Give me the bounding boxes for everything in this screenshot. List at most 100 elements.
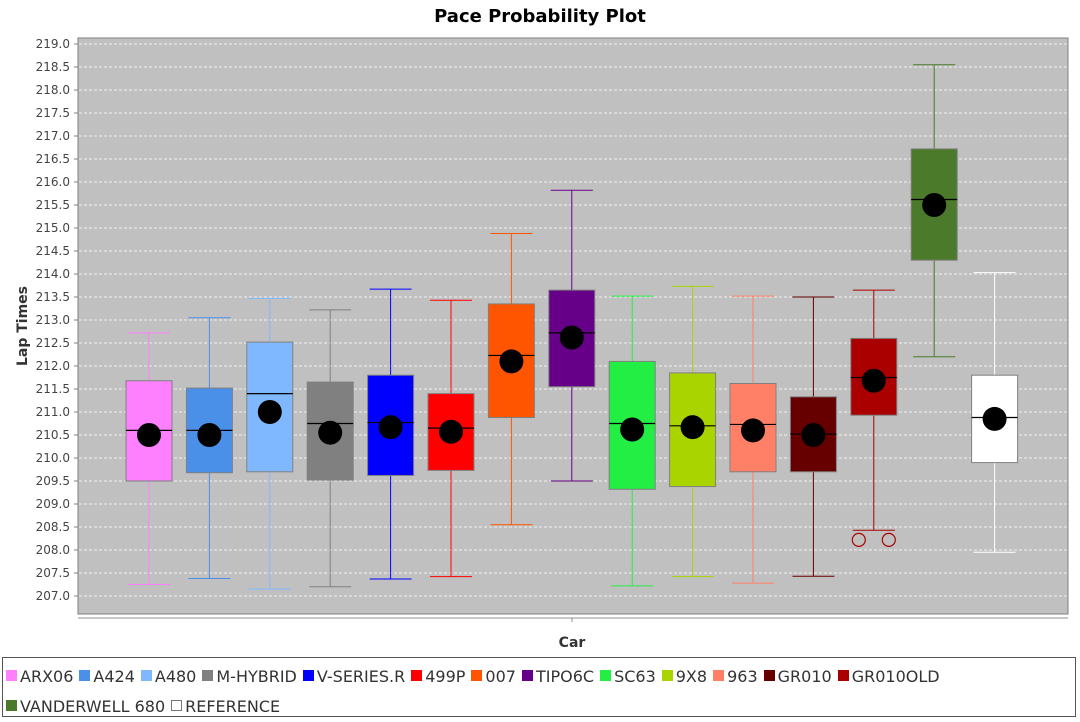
legend-swatch (171, 700, 183, 711)
legend-item: 963 (713, 662, 758, 692)
legend-label: SC63 (614, 667, 656, 686)
x-axis-label: Car (559, 635, 586, 650)
legend-item: 9X8 (661, 662, 708, 692)
y-tick-label: 213.0 (36, 313, 70, 327)
y-tick-label: 217.5 (36, 106, 70, 120)
y-axis: 219.0 218.5 218.0 217.5 217.0 216.5 216.0 215.5… (36, 37, 78, 603)
y-tick-label: 214.0 (36, 267, 70, 281)
box-a424 (185, 317, 233, 580)
legend-swatch (202, 670, 214, 681)
legend-item: SC63 (600, 662, 656, 692)
legend-label: V-SERIES.R (316, 667, 406, 686)
y-tick-label: 211.0 (36, 405, 70, 419)
legend-label: GR010 (777, 667, 832, 686)
y-axis-label: Lap Times (15, 286, 31, 366)
y-tick-label: 207.5 (36, 566, 70, 580)
outlier-marker (851, 532, 866, 547)
box-tipo6c (548, 189, 596, 482)
legend-swatch (600, 670, 612, 681)
legend-swatch (521, 670, 533, 681)
legend-swatch (140, 670, 152, 681)
mean-marker (439, 419, 463, 444)
mean-marker (318, 420, 343, 445)
legend-label: 007 (485, 667, 516, 686)
box-499p (427, 299, 475, 578)
box-reference (971, 272, 1019, 553)
y-tick-label: 213.5 (36, 290, 70, 304)
legend-swatch (6, 670, 17, 681)
y-tick-label: 216.0 (36, 175, 70, 189)
outlier-marker (881, 532, 896, 547)
legend-swatch (837, 670, 849, 681)
box-9x8 (669, 285, 717, 578)
mean-marker (378, 415, 403, 440)
legend-item: V-SERIES.R (302, 662, 406, 692)
box-v-series-r (367, 288, 415, 580)
mean-marker (922, 193, 947, 217)
box-vanderwell-680 (910, 64, 958, 358)
y-tick-label: 216.5 (36, 152, 70, 166)
y-tick-label: 217.0 (36, 129, 70, 143)
y-tick-label: 210.5 (36, 428, 70, 442)
y-tick-label: 209.5 (36, 474, 70, 488)
box-963 (729, 295, 777, 584)
box-007 (487, 233, 535, 526)
y-tick-label: 207.0 (36, 589, 70, 603)
y-tick-label: 215.5 (36, 198, 70, 212)
box-plot-chart: Pace Probability Plot 219.0 218.5 218.0 217… (15, 6, 1069, 650)
y-tick-label: 218.5 (36, 60, 70, 74)
legend-item: REFERENCE (171, 692, 280, 722)
y-tick-label: 210.0 (36, 451, 70, 465)
mean-marker (741, 418, 765, 443)
mean-marker (559, 325, 584, 350)
mean-marker (801, 423, 826, 447)
mean-marker (861, 368, 886, 393)
legend-label: GR010OLD (851, 667, 940, 686)
mean-marker (620, 417, 645, 442)
legend-label: ARX06 (20, 667, 74, 686)
legend-label: REFERENCE (185, 697, 281, 716)
legend-label: 499P (425, 667, 466, 686)
legend-item: A480 (140, 662, 197, 692)
legend-item: VANDERWELL 680 (6, 692, 165, 722)
box-m-hybrid (306, 309, 354, 588)
legend-label: 9X8 (675, 667, 708, 686)
y-tick-label: 209.0 (36, 497, 70, 511)
y-tick-label: 219.0 (36, 37, 70, 51)
y-tick-label: 215.0 (36, 221, 70, 235)
legend-item: 499P (411, 662, 465, 692)
y-tick-label: 218.0 (36, 83, 70, 97)
legend-item: A424 (79, 662, 135, 692)
legend: ARX06 A424 A480 M-HYBRID V-SERIES.R 499P 007 TI… (2, 657, 1076, 717)
box-gr010 (789, 296, 837, 577)
legend-label: A480 (154, 667, 197, 686)
legend-label: TIPO6C (535, 667, 595, 686)
iqr-box (669, 372, 717, 488)
legend-swatch (411, 670, 423, 681)
mean-marker (499, 349, 524, 374)
box-gr010old (850, 289, 898, 547)
legend-label: A424 (93, 667, 135, 686)
legend-item: GR010 (763, 662, 832, 692)
y-tick-label: 208.0 (36, 543, 70, 557)
legend-swatch (302, 670, 314, 681)
mean-marker (197, 423, 222, 447)
mean-marker (257, 400, 282, 424)
y-tick-label: 212.0 (36, 359, 70, 373)
legend-item: M-HYBRID (202, 662, 297, 692)
legend-swatch (471, 670, 483, 681)
legend-swatch (79, 670, 91, 681)
y-tick-label: 214.5 (36, 244, 70, 258)
y-tick-label: 208.5 (36, 520, 70, 534)
mean-marker (982, 406, 1007, 431)
legend-label: 963 (727, 667, 758, 686)
mean-marker (137, 423, 161, 447)
legend-swatch (713, 670, 725, 681)
chart-title: Pace Probability Plot (434, 6, 646, 27)
legend-swatch (661, 670, 673, 681)
legend-swatch (6, 700, 17, 711)
legend-swatch (763, 670, 775, 681)
box-arx06 (125, 332, 173, 585)
box-series (125, 64, 1019, 590)
box-a480 (246, 297, 294, 590)
